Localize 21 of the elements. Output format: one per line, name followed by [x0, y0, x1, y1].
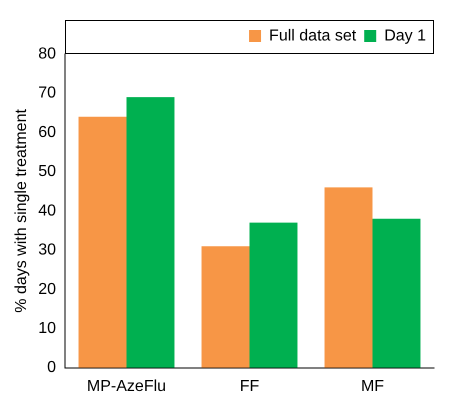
y-tick-label: 0: [47, 359, 56, 376]
y-tick-label: 50: [38, 163, 56, 180]
y-tick-label: 20: [38, 280, 56, 298]
x-tick-label: MP-AzeFlu: [86, 378, 166, 395]
legend-label: Day 1: [384, 27, 426, 44]
bar: [78, 116, 126, 368]
y-tick-label: 40: [38, 202, 56, 220]
bar: [372, 218, 420, 368]
bar: [126, 97, 174, 368]
y-axis-title: % days with single treatment: [13, 108, 30, 313]
y-tick-label: 80: [38, 45, 56, 62]
x-tick-label: FF: [240, 378, 260, 395]
bar: [202, 246, 250, 368]
y-tick-label: 10: [38, 320, 56, 337]
legend-label: Full data set: [269, 27, 357, 44]
y-tick-label: 30: [38, 242, 56, 259]
y-tick-label: 70: [38, 84, 56, 102]
bar: [250, 222, 298, 368]
y-tick-label: 60: [38, 124, 56, 141]
bar: [324, 187, 372, 368]
x-tick-label: MF: [360, 378, 384, 395]
